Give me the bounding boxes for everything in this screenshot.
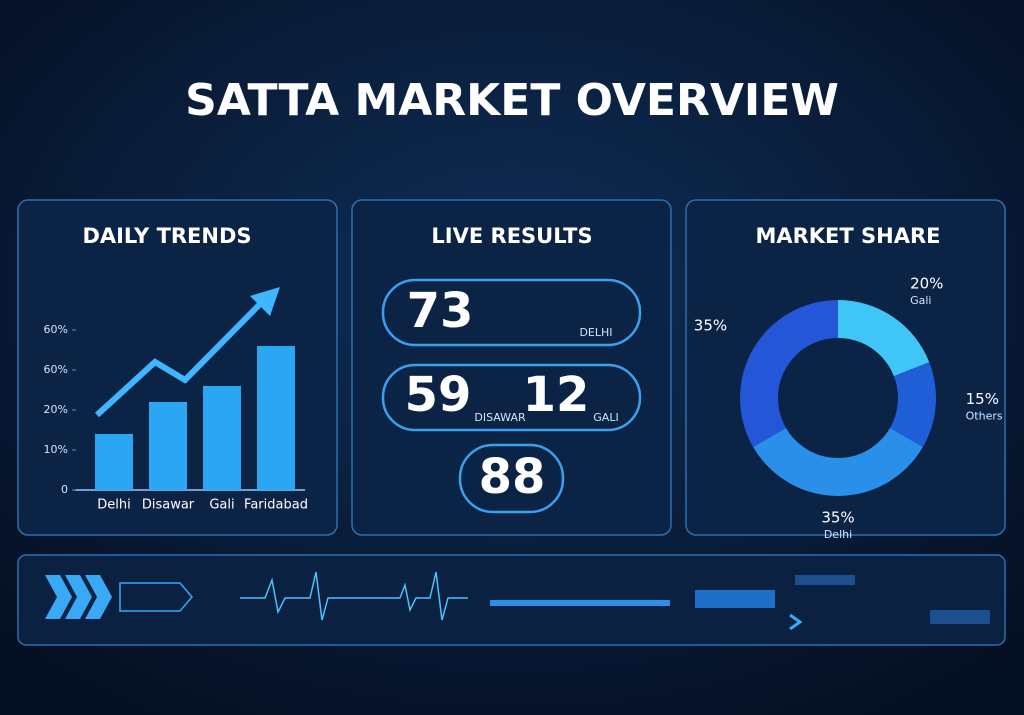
bar <box>203 386 241 490</box>
arrow-box <box>119 582 193 612</box>
block-decor <box>695 590 775 608</box>
bar-decor <box>490 600 670 606</box>
x-tick-label: Disawar <box>142 498 195 513</box>
result-name: DISAWAR <box>474 411 526 424</box>
result-number: 88 <box>479 449 546 505</box>
trend-arrowhead <box>250 287 280 316</box>
page-title: SATTA MARKET OVERVIEW <box>185 75 839 126</box>
slice-label: 35% <box>821 509 854 527</box>
bar <box>257 346 295 490</box>
block-decor <box>795 575 855 585</box>
small-chevrons <box>789 613 803 631</box>
result-name: GALI <box>593 411 618 424</box>
pill <box>458 443 565 514</box>
bar <box>149 402 187 490</box>
block-decor <box>930 610 990 624</box>
y-tick-label: 0 <box>61 483 68 496</box>
bar <box>95 434 133 490</box>
x-tick-label: Faridabad <box>244 498 308 513</box>
panel-title: MARKET SHARE <box>755 224 940 248</box>
result-name: DELHI <box>579 326 612 339</box>
slice-name: Delhi <box>824 528 852 541</box>
x-tick-label: Gali <box>209 498 234 513</box>
donut-slice <box>838 300 930 377</box>
result-number: 12 <box>523 367 590 423</box>
donut-slice <box>889 362 937 447</box>
decor-strip <box>17 554 1006 646</box>
panel-title: LIVE RESULTS <box>431 224 592 248</box>
y-tick-label: 60% <box>44 363 68 376</box>
y-tick-label: 20% <box>44 403 68 416</box>
pill <box>381 278 642 347</box>
heartbeat <box>240 571 468 621</box>
y-tick-label: 10% <box>44 443 68 456</box>
donut-slice <box>740 300 838 447</box>
result-pills <box>381 278 642 514</box>
slice-label: 35% <box>694 317 727 335</box>
y-tick-label: 60% <box>44 323 68 336</box>
panel-title: DAILY TRENDS <box>82 224 251 248</box>
slice-name: Others <box>966 410 1003 423</box>
panel <box>351 199 672 536</box>
slice-label: 15% <box>966 390 999 408</box>
slice-label: 20% <box>910 275 943 293</box>
trend-arrow <box>94 299 265 418</box>
chevrons <box>45 575 112 619</box>
result-number: 73 <box>407 283 474 339</box>
donut-slice <box>753 428 923 496</box>
pill <box>381 363 642 432</box>
x-tick-label: Delhi <box>97 498 130 513</box>
slice-name: Gali <box>910 294 931 307</box>
result-number: 59 <box>405 367 472 423</box>
